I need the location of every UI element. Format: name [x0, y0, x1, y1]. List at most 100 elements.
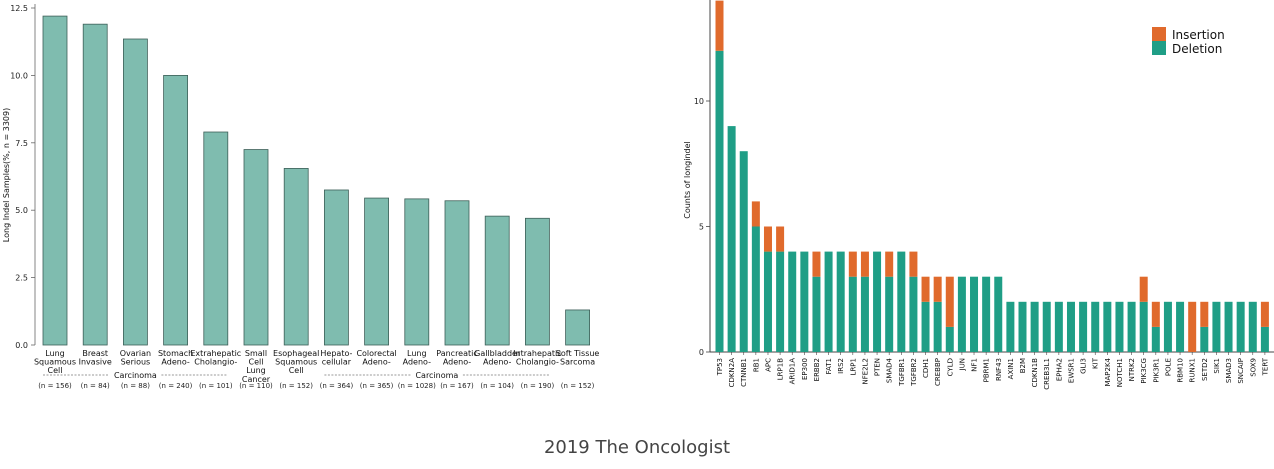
left-y-tick-label: 12.5: [10, 4, 28, 13]
deletion-bar: [873, 251, 882, 352]
gene-label: SMAD3: [1225, 358, 1233, 383]
left-chart: Long Indel Samples(%, n = 3309) 0.0 2.5 5.…: [2, 4, 599, 390]
gene-label: NFE2L2: [861, 358, 869, 385]
insertion-bar: [812, 251, 821, 277]
deletion-bar: [1054, 301, 1063, 352]
sample-size-label: (n = 240): [159, 382, 193, 390]
deletion-bar: [1139, 301, 1148, 352]
left-y-tick-label: 0.0: [15, 341, 28, 350]
deletion-bar: [1030, 301, 1039, 352]
deletion-bar: [933, 301, 942, 352]
insertion-bar: [763, 226, 772, 252]
gene-label: CYLD: [946, 358, 954, 376]
gene-label: EWSR1: [1067, 358, 1075, 383]
category-label: Lung: [407, 349, 427, 358]
bar: [525, 217, 550, 346]
bar: [484, 215, 510, 346]
deletion-bar: [1006, 301, 1015, 352]
gene-label: MAP2K4: [1104, 357, 1112, 386]
category-label: Gallbladder: [474, 349, 521, 358]
insertion-bar: [1200, 301, 1209, 327]
category-label: Lung: [45, 349, 65, 358]
category-label: Cell: [249, 358, 264, 367]
gene-label: ARID1A: [789, 358, 797, 385]
gene-label: NOTCH1: [1116, 358, 1124, 387]
gene-label: EPHA2: [1055, 358, 1063, 381]
category-label: Lung: [246, 366, 266, 375]
gene-label: GLI3: [1080, 358, 1088, 374]
deletion-bar: [1176, 301, 1185, 352]
sample-size-label: (n = 104): [480, 382, 514, 390]
gene-label: KIT: [1092, 357, 1100, 369]
bar: [163, 75, 189, 346]
gene-label: SIK1: [1213, 358, 1221, 374]
gene-label: PTEN: [874, 358, 882, 376]
gene-label: PBRM1: [983, 358, 991, 382]
category-label: Cancer: [242, 375, 271, 384]
category-label: cellular: [322, 358, 352, 367]
gene-label: TERT: [1261, 357, 1269, 376]
category-label: Adeno-: [403, 358, 431, 367]
deletion-bar: [897, 251, 906, 352]
insertion-bar: [715, 0, 724, 51]
sample-size-label: (n = 364): [320, 382, 354, 390]
gene-label: CDKN2A: [728, 358, 736, 388]
category-label: Small: [245, 349, 267, 358]
deletion-bar: [1018, 301, 1027, 352]
gene-label: LRP1: [849, 358, 857, 375]
left-y-tick-label: 2.5: [15, 274, 28, 283]
category-label: Cell: [48, 366, 63, 375]
deletion-bar: [751, 226, 760, 352]
deletion-bar: [1260, 326, 1269, 352]
insertion-bar: [1260, 301, 1269, 327]
gene-label: RNF43: [995, 358, 1003, 381]
deletion-bar: [812, 276, 821, 352]
figure-caption: 2019 The Oncologist: [543, 437, 731, 458]
deletion-bar: [824, 251, 833, 352]
category-label: Serious: [121, 358, 151, 367]
deletion-bar: [1103, 301, 1112, 352]
insertion-bar: [945, 276, 954, 327]
category-label: Invasive: [79, 358, 112, 367]
bar: [323, 189, 349, 346]
deletion-bar: [970, 276, 979, 352]
sample-size-label: (n = 110): [239, 382, 273, 390]
category-label: Adeno-: [362, 358, 390, 367]
category-label: Breast: [82, 349, 108, 358]
gene-label: LRP1B: [777, 358, 785, 380]
bar: [444, 200, 470, 346]
bar: [82, 23, 108, 346]
category-label: Pancreatic: [436, 349, 478, 358]
insertion-bar: [933, 276, 942, 302]
gene-label: NTRK2: [1128, 358, 1136, 381]
insertion-bar: [1188, 301, 1197, 352]
gene-label: CTNNB1: [740, 358, 748, 387]
category-label: Cell: [289, 366, 304, 375]
deletion-bar: [909, 276, 918, 352]
deletion-bar: [1127, 301, 1136, 352]
insertion-bar: [909, 251, 918, 277]
bar: [404, 198, 430, 346]
right-chart: Counts of longindel 0 5 10 TP53 CDKN2A CTNNB…: [683, 0, 1274, 390]
insertion-bar: [776, 226, 785, 252]
deletion-bar: [836, 251, 845, 352]
bar: [42, 15, 68, 346]
category-label: Sarcoma: [560, 358, 595, 367]
deletion-bar: [1042, 301, 1051, 352]
gene-label: IRS2: [837, 358, 845, 374]
deletion-bar: [763, 251, 772, 352]
sample-size-label: (n = 84): [81, 382, 110, 390]
left-y-tick-label: 5.0: [15, 206, 28, 215]
bar: [123, 38, 148, 346]
insertion-bar: [848, 251, 857, 277]
gene-label: CDKN1B: [1031, 358, 1039, 388]
gene-label: SOX9: [1249, 358, 1257, 377]
left-y-tick-label: 10.0: [10, 71, 28, 80]
bar: [243, 149, 269, 346]
category-label: Squamous: [34, 358, 76, 367]
category-label: Squamous: [275, 358, 317, 367]
right-y-tick-label: 5: [699, 223, 704, 232]
gene-label: CDH1: [922, 358, 930, 378]
sample-size-label: (n = 152): [279, 382, 313, 390]
